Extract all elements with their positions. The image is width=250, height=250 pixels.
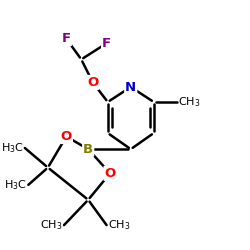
Text: CH$_3$: CH$_3$ <box>178 95 201 109</box>
Text: N: N <box>125 80 136 94</box>
Text: H$_3$C: H$_3$C <box>4 178 27 192</box>
Text: B: B <box>83 143 93 156</box>
Text: H$_3$C: H$_3$C <box>1 141 24 155</box>
Text: CH$_3$: CH$_3$ <box>40 218 63 232</box>
Text: O: O <box>87 76 99 89</box>
Text: F: F <box>102 37 111 50</box>
Text: O: O <box>104 167 116 180</box>
Text: O: O <box>61 130 72 143</box>
Text: CH$_3$: CH$_3$ <box>108 218 130 232</box>
Text: F: F <box>62 32 71 45</box>
